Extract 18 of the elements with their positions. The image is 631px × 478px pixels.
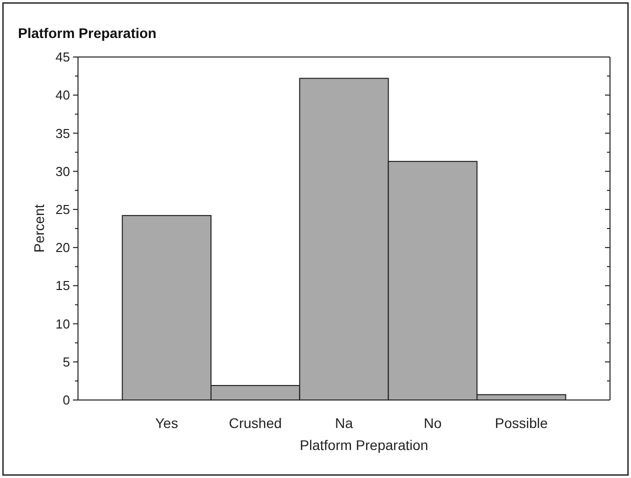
y-tick-label: 10	[56, 316, 70, 332]
y-tick-label: 35	[56, 126, 70, 141]
y-tick-label: 0	[62, 392, 70, 408]
y-axis-title: Percent	[31, 204, 47, 253]
y-tick-label: 20	[56, 240, 70, 256]
x-tick-label: Possible	[494, 415, 548, 431]
x-tick-label: Yes	[155, 415, 178, 431]
y-tick-label: 30	[56, 164, 70, 179]
chart-title: Platform Preparation	[18, 25, 156, 41]
y-tick-label: 40	[56, 88, 70, 103]
y-tick-label: 5	[62, 354, 70, 370]
y-tick-label: 15	[56, 278, 70, 294]
x-tick-label: No	[424, 415, 442, 431]
x-tick-label: Na	[335, 415, 354, 431]
x-axis-title: Platform Preparation	[300, 437, 428, 453]
y-tick-label: 25	[56, 202, 70, 217]
x-tick-label: Crushed	[228, 415, 282, 431]
y-tick-label: 45	[56, 50, 70, 65]
